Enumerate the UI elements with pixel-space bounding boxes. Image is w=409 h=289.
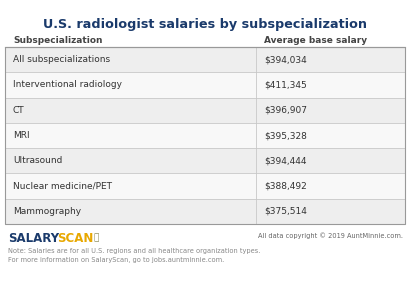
Bar xyxy=(5,173,404,199)
Text: $395,328: $395,328 xyxy=(264,131,306,140)
Text: CT: CT xyxy=(13,106,25,115)
Text: Interventional radiology: Interventional radiology xyxy=(13,80,122,89)
Text: 💰: 💰 xyxy=(94,233,99,242)
Text: $375,514: $375,514 xyxy=(264,207,306,216)
Text: SALARY: SALARY xyxy=(8,232,59,245)
Text: Nuclear medicine/PET: Nuclear medicine/PET xyxy=(13,181,112,190)
Text: $394,034: $394,034 xyxy=(264,55,306,64)
Bar xyxy=(5,123,404,148)
Bar xyxy=(5,199,404,224)
Text: U.S. radiologist salaries by subspecialization: U.S. radiologist salaries by subspeciali… xyxy=(43,18,366,31)
Bar xyxy=(5,47,404,224)
Bar xyxy=(5,98,404,123)
Text: $388,492: $388,492 xyxy=(264,181,306,190)
Text: MRI: MRI xyxy=(13,131,29,140)
Bar xyxy=(5,47,404,72)
Text: Note: Salaries are for all U.S. regions and all healthcare organization types.: Note: Salaries are for all U.S. regions … xyxy=(8,248,260,254)
Text: $396,907: $396,907 xyxy=(264,106,306,115)
Text: For more information on SalaryScan, go to jobs.auntminnie.com.: For more information on SalaryScan, go t… xyxy=(8,257,224,263)
Text: SCAN: SCAN xyxy=(57,232,93,245)
Text: All subspecializations: All subspecializations xyxy=(13,55,110,64)
Bar xyxy=(5,148,404,173)
Bar xyxy=(5,72,404,98)
Text: $411,345: $411,345 xyxy=(264,80,306,89)
Text: Subspecialization: Subspecialization xyxy=(13,36,102,45)
Text: Average base salary: Average base salary xyxy=(264,36,366,45)
Text: Ultrasound: Ultrasound xyxy=(13,156,62,165)
Text: $394,444: $394,444 xyxy=(264,156,306,165)
Text: Mammography: Mammography xyxy=(13,207,81,216)
Text: All data copyright © 2019 AuntMinnie.com.: All data copyright © 2019 AuntMinnie.com… xyxy=(257,232,402,239)
